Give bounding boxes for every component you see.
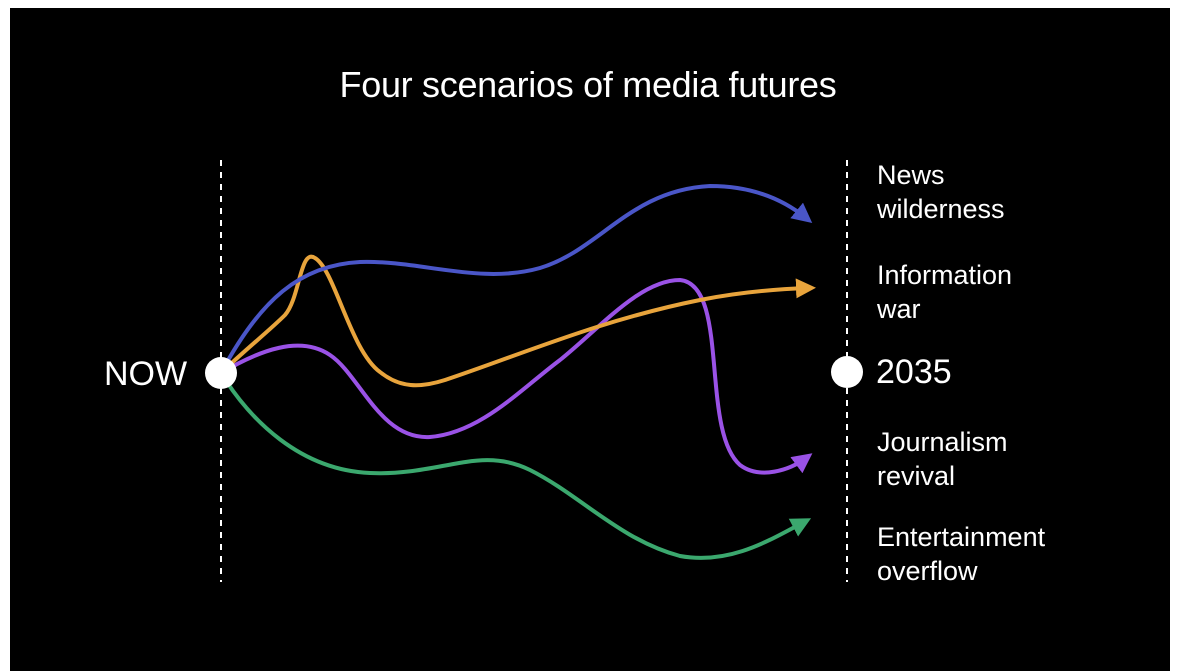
diagram-title: Four scenarios of media futures <box>339 64 837 105</box>
scenario-label-line-1: Journalism <box>877 427 1008 457</box>
scenario-label-line-2: wilderness <box>877 194 1005 224</box>
scenario-label-entertainment-overflow: Entertainment overflow <box>877 520 1045 588</box>
path-journalism-revival <box>219 277 813 475</box>
scenario-label-line-2: overflow <box>877 556 978 586</box>
end-year-label: 2035 <box>876 353 952 391</box>
scenario-label-information-war: Information war <box>877 258 1012 326</box>
scenario-label-line-1: News <box>877 160 945 190</box>
scenario-label-journalism-revival: Journalism revival <box>877 425 1008 493</box>
scenario-label-line-1: Entertainment <box>877 522 1046 552</box>
path-news-wilderness <box>219 183 813 375</box>
scenario-label-line-2: war <box>877 294 921 324</box>
path-entertainment-overflow <box>219 371 812 560</box>
scenario-label-line-2: revival <box>877 461 956 491</box>
now-node <box>205 357 237 389</box>
end-node <box>831 356 863 388</box>
path-information-war <box>219 254 816 388</box>
diagram-panel <box>10 8 1170 671</box>
scenario-label-line-1: Information <box>877 260 1013 290</box>
now-label: NOW <box>104 355 188 393</box>
scenario-label-news-wilderness: News wilderness <box>877 158 1005 226</box>
